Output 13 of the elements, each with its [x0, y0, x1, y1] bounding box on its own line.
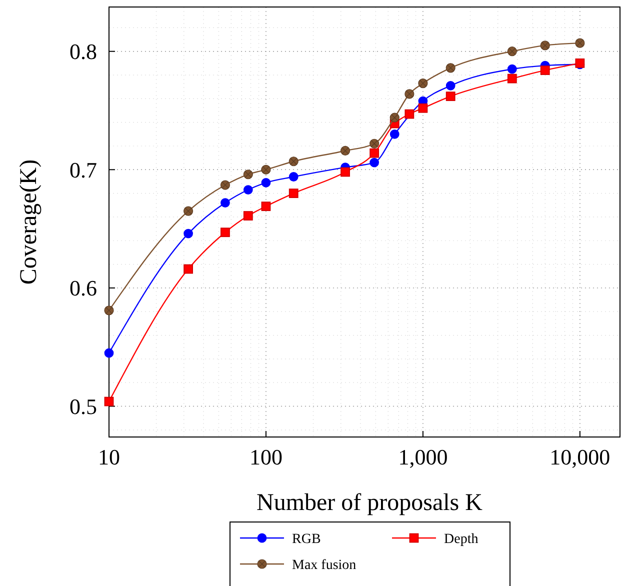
legend-label: Depth	[444, 532, 478, 547]
x-axis-title: Number of proposals K	[256, 490, 484, 516]
x-tick-label: 10,000	[550, 444, 610, 470]
x-tick-label: 100	[249, 444, 282, 470]
y-tick-label: 0.8	[70, 39, 97, 64]
y-tick-label: 0.5	[70, 394, 97, 419]
y-axis-title: Coverage(K)	[16, 159, 42, 285]
x-tick-label: 1,000	[398, 444, 448, 470]
x-tick-label: 10	[98, 444, 120, 470]
legend-label: Max fusion	[292, 558, 356, 573]
y-tick-label: 0.7	[70, 157, 97, 182]
legend-label: RGB	[292, 532, 321, 547]
y-tick-label: 0.6	[70, 276, 97, 301]
